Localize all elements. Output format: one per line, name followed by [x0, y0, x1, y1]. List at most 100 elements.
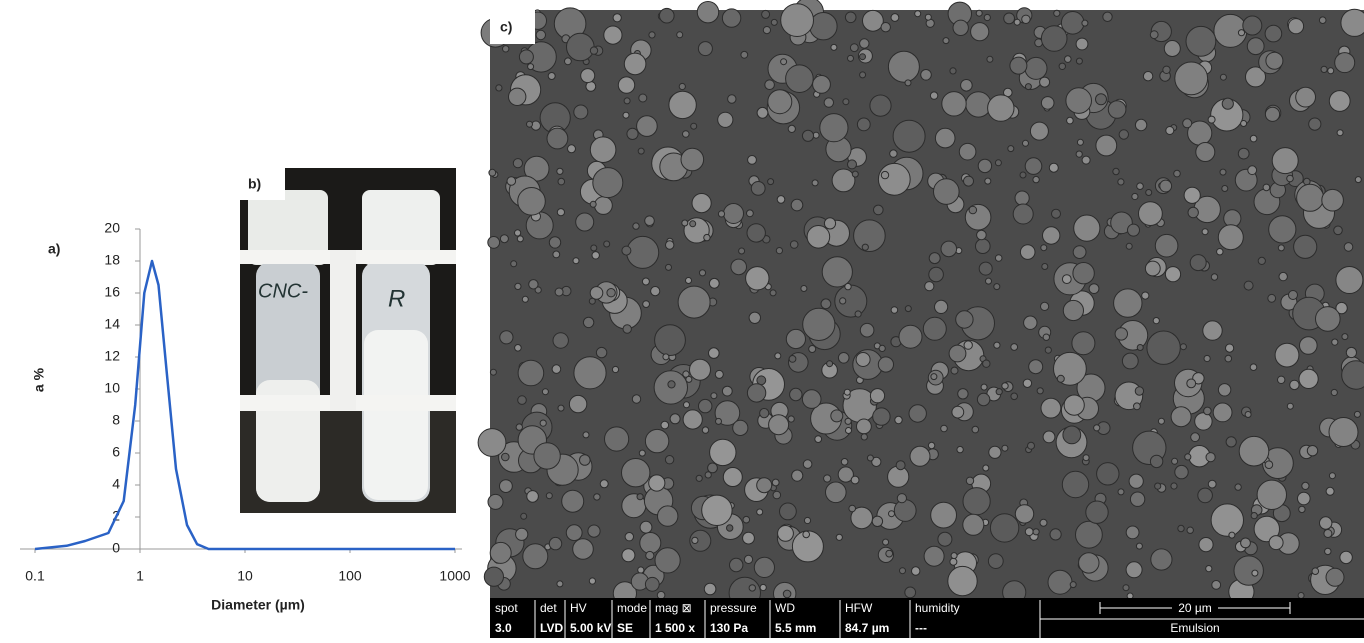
particle — [1143, 72, 1152, 81]
scale-label: 20 µm — [1178, 601, 1212, 615]
particle — [1073, 263, 1094, 284]
particle — [894, 500, 916, 522]
particle — [1174, 170, 1181, 177]
particle — [1185, 454, 1191, 460]
particle — [763, 27, 770, 34]
particle — [836, 534, 842, 540]
particle — [854, 220, 886, 252]
particle — [522, 296, 528, 302]
particle — [558, 405, 564, 411]
particle — [655, 325, 686, 356]
particle — [1040, 77, 1050, 87]
particle — [1042, 264, 1048, 270]
particle — [1023, 140, 1029, 146]
particle — [878, 163, 910, 195]
info-header: WD — [775, 601, 795, 615]
particle — [985, 178, 991, 184]
particle — [555, 288, 563, 296]
particle — [949, 345, 966, 362]
particle — [874, 205, 884, 215]
particle — [961, 80, 973, 92]
particle — [1066, 88, 1092, 114]
particle — [826, 482, 847, 503]
particle — [558, 178, 565, 185]
particle — [749, 585, 755, 591]
particle — [731, 259, 747, 275]
particle — [528, 64, 534, 70]
particle — [511, 261, 517, 267]
particle — [1344, 243, 1353, 252]
particle — [870, 389, 884, 403]
particle — [881, 23, 890, 32]
particle — [857, 118, 870, 131]
particle — [1113, 168, 1119, 174]
particle — [909, 405, 926, 422]
particle — [1321, 66, 1327, 72]
particle — [1010, 57, 1027, 74]
particle — [566, 525, 582, 541]
particle — [1328, 68, 1334, 74]
particle — [1336, 267, 1363, 294]
particle — [1294, 235, 1317, 258]
particle — [843, 99, 849, 105]
particle — [964, 176, 974, 186]
particle — [496, 85, 502, 91]
particle — [1137, 345, 1143, 351]
particle — [562, 490, 584, 512]
particle — [678, 286, 710, 318]
particle — [1059, 63, 1065, 69]
particle — [1213, 403, 1232, 422]
particle — [639, 450, 645, 456]
particle — [1319, 17, 1326, 24]
y-axis-label: a % — [31, 367, 47, 392]
particle — [1235, 484, 1241, 490]
particle — [574, 357, 606, 389]
particle — [952, 406, 964, 418]
info-value: 5.00 kV — [570, 621, 611, 635]
particle — [915, 11, 921, 17]
particle — [655, 548, 680, 573]
particle — [905, 306, 911, 312]
x-tick-label: 10 — [237, 568, 253, 584]
particle — [1239, 436, 1269, 466]
particle — [646, 551, 654, 559]
particle — [503, 46, 509, 52]
particle — [1299, 369, 1318, 388]
particle — [881, 171, 888, 178]
particle — [553, 333, 568, 348]
particle — [1134, 403, 1141, 410]
particle — [867, 455, 873, 461]
particle — [516, 424, 522, 430]
particle — [929, 253, 940, 264]
particle — [935, 128, 955, 148]
particle — [1076, 38, 1088, 50]
particle — [1076, 521, 1103, 548]
particle — [1269, 216, 1296, 243]
particle — [604, 26, 622, 44]
particle — [581, 69, 595, 83]
particle — [1184, 187, 1200, 203]
particle — [969, 206, 977, 214]
particle — [803, 308, 835, 340]
particle — [824, 475, 831, 482]
particle — [804, 517, 810, 523]
particle — [588, 525, 600, 537]
particle — [1269, 536, 1283, 550]
particle — [1234, 556, 1263, 585]
particle — [1340, 551, 1352, 563]
particle — [783, 590, 791, 598]
particle — [1150, 31, 1158, 39]
particle — [633, 223, 639, 229]
particle — [718, 112, 733, 127]
particle — [1208, 116, 1215, 123]
particle — [677, 32, 683, 38]
particle — [987, 56, 993, 62]
particle — [889, 511, 895, 517]
particle — [624, 98, 630, 104]
particle — [651, 287, 660, 296]
info-value: 3.0 — [495, 621, 512, 635]
particle — [645, 216, 655, 226]
particle — [574, 105, 588, 119]
particle — [792, 470, 803, 481]
particle — [1033, 529, 1039, 535]
